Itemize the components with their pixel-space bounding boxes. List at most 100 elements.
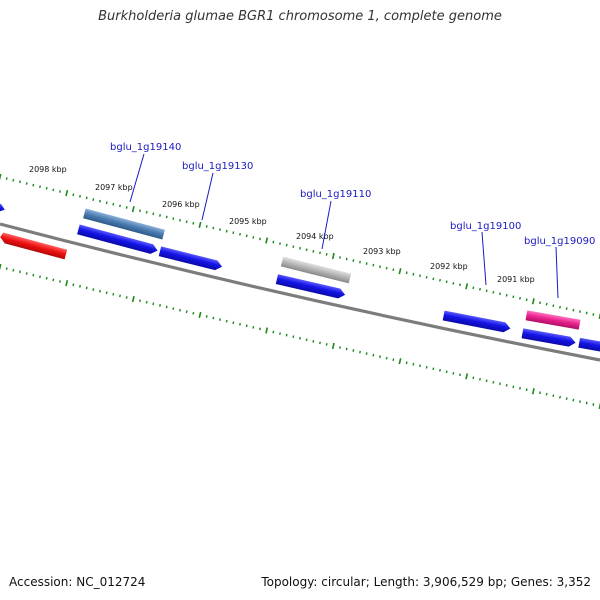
ruler-tick	[313, 340, 314, 343]
ruler-tick	[480, 288, 481, 290]
ruler-tick	[399, 358, 400, 364]
accession-label: Accession:	[9, 575, 72, 589]
gene-label[interactable]: bglu_1g19110	[300, 189, 371, 200]
ruler-tick	[413, 273, 414, 276]
gene-label[interactable]: bglu_1g19140	[110, 142, 181, 153]
ruler-tick	[186, 311, 187, 314]
ruler-tick	[380, 265, 381, 268]
ruler-tick	[86, 197, 87, 200]
ruler-tick	[173, 217, 174, 219]
ruler-tick	[233, 232, 234, 234]
ruler-tick	[113, 293, 114, 295]
gene-labels: bglu_1g19140 bglu_1g19130 bglu_1g19110 b…	[110, 142, 595, 247]
ruler-tick	[40, 186, 41, 188]
ruler-tick	[206, 315, 207, 318]
ruler-tick	[360, 351, 361, 353]
ruler-tick	[66, 190, 67, 196]
ruler-tick	[126, 206, 127, 208]
ruler-tick	[33, 184, 34, 186]
ruler-tick	[520, 297, 521, 299]
ruler-tick	[573, 309, 574, 311]
ruler-tick	[466, 373, 467, 379]
ruler-tick	[40, 276, 41, 278]
genes-value: 3,352	[557, 575, 591, 589]
tick-label: 2096 kbp	[162, 200, 200, 209]
ruler-tick	[333, 343, 334, 349]
cds-arrow[interactable]	[0, 202, 6, 214]
ruler-tick	[566, 397, 567, 400]
ruler-tick	[280, 332, 281, 334]
ruler-tick	[540, 392, 541, 395]
gene-label[interactable]: bglu_1g19090	[524, 236, 595, 247]
ruler-tick	[60, 190, 61, 192]
ruler-tick	[166, 216, 167, 218]
ruler-tick	[460, 284, 461, 286]
ruler-tick	[426, 276, 427, 278]
ruler-tick	[486, 380, 487, 382]
ruler-tick	[266, 238, 267, 244]
ruler-tick	[53, 189, 54, 191]
ruler-tick	[553, 305, 554, 307]
ruler-tick	[353, 349, 354, 352]
tick-label: 2093 kbp	[363, 247, 401, 256]
ruler-tick	[273, 241, 274, 244]
leader-line	[556, 247, 558, 298]
ruler-tick	[220, 228, 221, 230]
ruler-tick	[506, 294, 507, 296]
ruler-tick	[20, 181, 21, 184]
accession-info: Accession: NC_012724	[9, 575, 145, 589]
ruler-tick	[0, 174, 1, 180]
feature-red[interactable]	[0, 232, 67, 259]
ruler-tick	[560, 396, 561, 399]
ruler-tick	[46, 277, 47, 279]
ruler-tick	[106, 202, 107, 205]
ruler-tick	[320, 252, 321, 254]
ruler-tick	[346, 348, 347, 350]
ruler-tick	[426, 366, 427, 368]
ruler-tick	[286, 334, 287, 337]
gene-label[interactable]: bglu_1g19100	[450, 221, 521, 232]
cds-arrow[interactable]	[578, 338, 600, 352]
tick-label: 2091 kbp	[497, 275, 535, 284]
ruler-tick	[306, 339, 307, 341]
ruler-tick	[580, 310, 581, 312]
ruler-tick	[193, 222, 194, 224]
ruler-tick	[473, 287, 474, 289]
ruler-tick	[0, 264, 1, 270]
ruler-tick	[160, 304, 161, 307]
ruler-tick	[133, 206, 134, 212]
ruler-tick	[33, 274, 34, 276]
ruler-tick	[546, 393, 547, 395]
ruler-tick	[166, 306, 167, 308]
ruler-tick	[300, 247, 301, 250]
ruler-tick	[333, 253, 334, 259]
ruler-tick	[226, 230, 227, 233]
ruler-tick	[199, 222, 200, 228]
ruler-tick	[380, 355, 381, 358]
leader-line	[322, 201, 331, 249]
ruler-tick	[240, 233, 241, 235]
ruler-tick	[113, 203, 114, 205]
feature-pink[interactable]	[526, 310, 581, 329]
ruler-tick	[26, 182, 27, 184]
genes-label: Genes:	[511, 575, 553, 589]
ruler-tick	[73, 284, 74, 287]
gene-label[interactable]: bglu_1g19130	[182, 161, 253, 172]
ruler-tick	[93, 198, 94, 201]
ruler-tick	[253, 236, 254, 238]
ruler-tick	[366, 352, 367, 354]
ruler-tick	[266, 328, 267, 334]
ruler-tick	[386, 357, 387, 359]
leader-line	[202, 173, 213, 220]
ruler-tick	[340, 256, 341, 258]
ruler-tick	[473, 377, 474, 379]
ruler-tick	[446, 281, 447, 283]
ruler-tick	[513, 386, 514, 388]
ruler-tick	[560, 306, 561, 309]
ruler-tick	[326, 343, 327, 345]
ruler-tick	[273, 331, 274, 334]
ruler-tick	[206, 225, 207, 228]
ruler-tick	[533, 388, 534, 394]
ruler-tick	[193, 312, 194, 314]
ruler-tick	[73, 194, 74, 197]
